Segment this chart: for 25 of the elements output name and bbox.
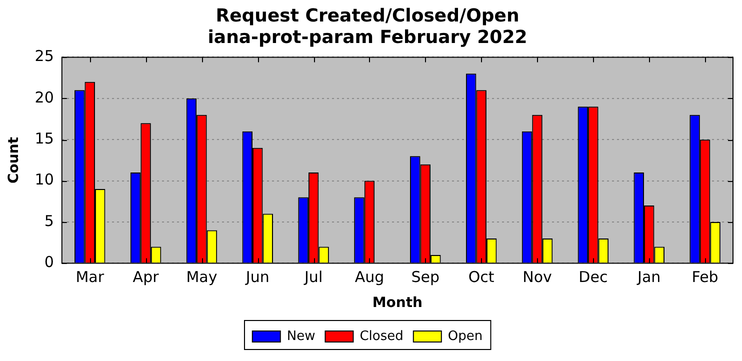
legend-label: Open — [448, 328, 483, 344]
y-tick-label: 10 — [34, 170, 54, 189]
x-tick-label: Jul — [304, 268, 323, 286]
x-tick-label: Dec — [578, 268, 608, 286]
x-tick-label: Jun — [244, 268, 270, 286]
x-tick-label: Mar — [76, 268, 105, 286]
y-tick-label: 25 — [34, 47, 54, 66]
x-tick-label: Sep — [411, 268, 440, 286]
x-tick-label: Oct — [468, 268, 494, 286]
x-tick-label: Apr — [132, 268, 160, 286]
x-tick-label: Jan — [636, 268, 661, 286]
x-tick-label: Feb — [692, 268, 718, 286]
legend-label: New — [286, 328, 316, 344]
x-tick-label: Aug — [354, 268, 384, 286]
chart-title: Request Created/Closed/Open — [216, 5, 520, 26]
y-tick-label: 20 — [34, 88, 54, 106]
x-axis-title: Month — [372, 295, 423, 312]
chart-subtitle: iana-prot-param February 2022 — [208, 27, 528, 48]
y-tick-label: 5 — [44, 212, 54, 230]
y-axis-title: Count — [6, 136, 22, 184]
y-tick-label: 0 — [44, 253, 54, 272]
x-tick-label: May — [186, 268, 218, 286]
legend-label: Closed — [360, 328, 404, 344]
x-tick-label: Nov — [522, 268, 552, 286]
y-tick-label: 15 — [34, 129, 54, 148]
